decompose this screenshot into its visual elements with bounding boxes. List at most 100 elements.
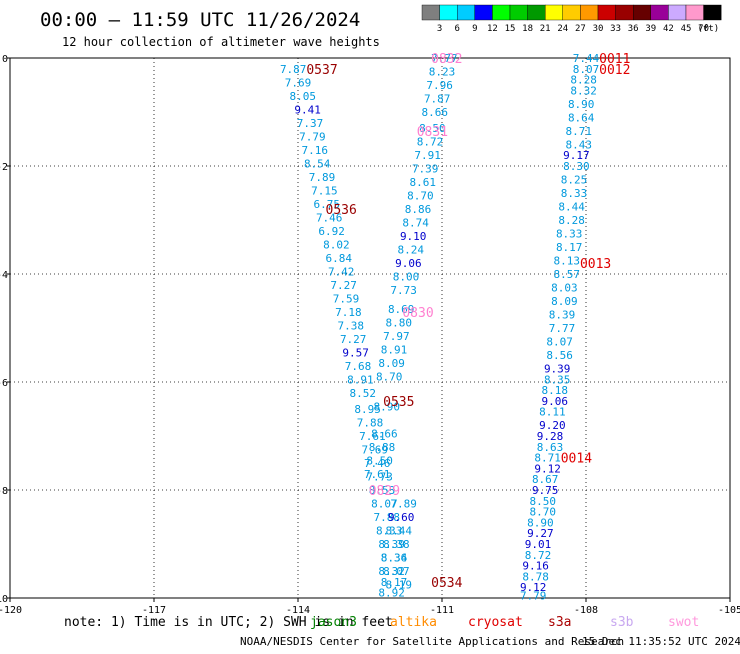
colorbar-swatch [562, 4, 581, 21]
wave-height-label: 6.75 [314, 198, 341, 211]
wave-height-label: 8.64 [568, 111, 595, 124]
wave-height-label: 8.24 [398, 244, 425, 257]
pass-number-label: 0830 [402, 306, 433, 321]
pass-number-label: 0831 [417, 125, 448, 140]
series-cryosat: 7.448.078.288.328.908.648.718.439.178.30… [520, 52, 600, 602]
colorbar-swatch [650, 4, 669, 21]
series-swot: 7.778.237.967.878.668.508.727.917.398.61… [364, 52, 458, 600]
wave-height-label: 9.01 [525, 538, 552, 551]
colorbar-tick-label: 6 [454, 24, 459, 34]
colorbar-tick-label: 30 [593, 24, 604, 34]
colorbar-swatch [492, 4, 511, 21]
wave-height-label: 7.59 [333, 292, 360, 305]
wave-height-label: 7.27 [340, 333, 367, 346]
pass-number-label: 0832 [431, 52, 462, 67]
wave-height-label: 8.33 [556, 228, 583, 241]
wave-height-label: 8.63 [537, 441, 564, 454]
wave-height-label: 7.18 [335, 306, 362, 319]
wave-height-label: 8.78 [522, 570, 549, 583]
y-tick-label: -6 [0, 378, 8, 389]
colorbar-tick-label: 39 [645, 24, 656, 34]
wave-height-label: 7.16 [302, 144, 329, 157]
wave-height-label: 7.15 [311, 184, 338, 197]
colorbar-unit: (ft) [698, 24, 720, 34]
colorbar-swatch [457, 4, 476, 21]
pass-number-label: 0829 [369, 484, 400, 499]
plot-frame [9, 57, 731, 599]
wave-height-label: 8.57 [554, 268, 581, 281]
wave-height-label: 6.84 [326, 252, 353, 265]
pass-number-label: 0535 [383, 395, 414, 410]
colorbar-swatch [668, 4, 687, 21]
wave-height-label: 7.61 [364, 468, 391, 481]
wave-height-label: 8.28 [558, 214, 585, 227]
colorbar-swatch [509, 4, 528, 21]
colorbar-tick-label: 24 [557, 24, 568, 34]
chart-subtitle: 12 hour collection of altimeter wave hei… [62, 35, 380, 49]
wave-height-label: 7.89 [390, 498, 417, 511]
colorbar-tick-label: 36 [628, 24, 639, 34]
wave-height-label: 8.86 [405, 203, 432, 216]
y-tick-label: -8 [0, 486, 8, 497]
wave-height-label: 8.39 [378, 538, 405, 551]
wave-height-label: 7.37 [297, 117, 324, 130]
colorbar-swatch [597, 4, 616, 21]
wave-height-label: 8.09 [551, 295, 578, 308]
y-axis-ticks: 0 -2 -4 -6 -8 -10 [0, 54, 10, 605]
wave-height-label: 7.46 [316, 211, 343, 224]
wave-height-label: 8.05 [290, 90, 317, 103]
wave-height-label: 7.96 [426, 79, 453, 92]
wave-height-label: 8.38 [383, 538, 410, 551]
wave-height-label: 8.70 [530, 506, 557, 519]
wave-height-label: 8.23 [429, 66, 456, 79]
x-tick-label: -114 [286, 605, 310, 616]
legend-entry-altika: altika [390, 615, 437, 630]
wave-height-label: 7.79 [520, 589, 547, 602]
legend-entry-cryosat: cryosat [468, 615, 523, 630]
colorbar-tick-label: 27 [575, 24, 586, 34]
wave-height-label: 7.91 [414, 149, 441, 162]
wave-height-label: 7.77 [549, 322, 576, 335]
wave-height-label: 8.34 [381, 552, 408, 565]
wave-height-label: 7.38 [338, 319, 365, 332]
wave-height-label: 9.57 [342, 346, 369, 359]
legend-entry-swot: swot [668, 615, 699, 630]
wave-height-label: 8.90 [568, 98, 595, 111]
wave-height-label: 8.33 [561, 187, 588, 200]
wave-height-label: 8.32 [570, 84, 597, 97]
wave-height-label: 8.25 [561, 174, 588, 187]
x-axis-ticks: -120 -117 -114 -111 -108 -105 [0, 598, 740, 616]
wave-height-label: 9.75 [532, 484, 559, 497]
wave-height-label: 9.06 [542, 395, 569, 408]
colorbar-tick-label: 70 [698, 24, 709, 34]
wave-height-label: 7.73 [390, 284, 417, 297]
series-s3a: 7.877.698.059.417.377.797.168.547.897.15… [280, 63, 412, 592]
wave-height-label: 8.36 [381, 552, 408, 565]
wave-height-label: 7.61 [359, 430, 386, 443]
wave-height-points: 7.877.698.059.417.377.797.168.547.897.15… [280, 52, 600, 602]
wave-height-label: 7.69 [362, 444, 389, 457]
colorbar-tick-label: 3 [437, 24, 442, 34]
colorbar-swatch [421, 4, 440, 21]
wave-height-label: 8.54 [304, 157, 331, 170]
colorbar-swatch [633, 4, 652, 21]
wave-height-label: 8.17 [381, 576, 408, 589]
colorbar-swatch [545, 4, 564, 21]
legend-entry-s3a: s3a [548, 615, 571, 630]
wave-height-label: 8.33 [376, 525, 403, 538]
wave-height-label: 8.43 [566, 138, 593, 151]
wave-height-label: 9.27 [527, 527, 554, 540]
wave-height-label: 8.19 [386, 579, 413, 592]
pass-number-label: 0534 [431, 576, 462, 591]
wave-height-label: 7.88 [374, 511, 401, 524]
wave-height-label: 7.46 [364, 457, 391, 470]
wave-height-label: 8.00 [393, 271, 420, 284]
colorbar-tick-label: 18 [522, 24, 533, 34]
wave-height-label: 8.91 [381, 344, 408, 357]
wave-height-label: 8.44 [386, 525, 413, 538]
legend-entry-s3b: s3b [610, 615, 634, 630]
x-tick-label: -108 [574, 605, 598, 616]
wave-height-label: 9.60 [388, 511, 415, 524]
wave-height-label: 8.88 [369, 441, 396, 454]
